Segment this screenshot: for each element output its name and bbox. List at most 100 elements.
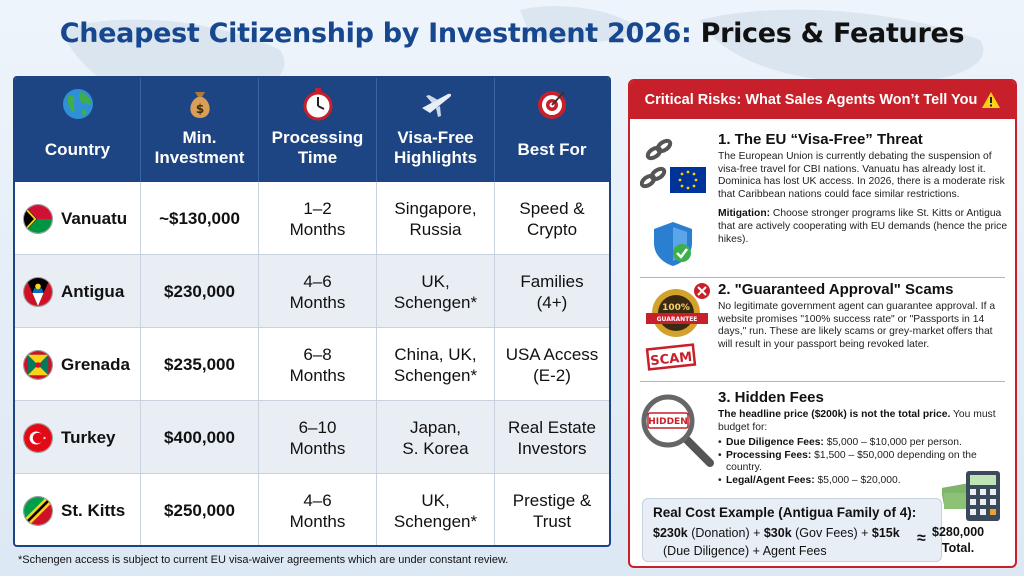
risk-eu-visa: 1. The EU “Visa-Free” Threat The Europea… [630,131,1015,271]
divider [640,381,1005,382]
header-investment: $ Min. Investment [141,78,259,182]
processing-cell: 6–8 Months [259,328,377,401]
risk-title: 3. Hidden Fees [718,389,824,406]
processing-cell: 1–2 Months [259,182,377,255]
st-kitts-flag [23,495,53,526]
list-item: Processing Fees: $1,500 – $50,000 depend… [718,450,1008,475]
total-amount: $280,000 [932,525,985,539]
table-row: Grenada $235,000 6–8 Months China, UK, S… [15,328,609,401]
processing-cell: 6–10 Months [259,401,377,474]
total-label: Total. [941,541,975,555]
mitigation-text: Choose stronger programs like St. Kitts … [718,208,1008,245]
shield-check-icon [654,222,692,266]
visa-cell: UK, Schengen* [377,255,495,328]
globe-icon [62,89,93,119]
risk-body: The headline price ($200k) is not the to… [718,409,1008,488]
header-best-for: Best For [495,78,609,182]
fee-label: Legal/Agent Fees: [726,474,815,486]
table-row: St. Kitts $250,000 4–6 Months UK, Scheng… [15,474,609,545]
grenada-flag [23,349,53,380]
risk-body: The European Union is currently debating… [718,151,1008,246]
visa-cell: China, UK, Schengen* [377,328,495,401]
budget-note: You must budget for: [718,409,996,433]
magnifier-hidden-icon: HIDDEN [641,394,714,467]
country-name: St. Kitts [61,501,126,520]
svg-text:GUARANTEE: GUARANTEE [657,316,698,323]
fees-list: Due Diligence Fees: $5,000 – $10,000 per… [718,437,1008,487]
fee-value: $5,000 – $10,000 per person. [823,437,962,449]
approx-symbol: ≈ [917,530,926,547]
investment-cell: ~$130,000 [141,182,259,255]
gov-fees-amount: $30k [763,526,792,540]
cost-breakdown-line-2: (Due Diligence) + Agent Fees [663,544,827,558]
country-name: Grenada [61,355,130,374]
turkey-flag [23,422,53,453]
fee-label: Processing Fees: [726,449,812,461]
processing-cell: 4–6 Months [259,474,377,545]
panel-heading-text: Critical Risks: What Sales Agents Won’t … [644,92,978,108]
country-name: Turkey [61,428,116,447]
visa-cell: UK, Schengen* [377,474,495,545]
title-part-2: Prices & Features [700,18,965,49]
country-cell: Grenada [15,328,141,401]
panel-heading: Critical Risks: What Sales Agents Won’t … [630,81,1015,119]
investment-cell: $235,000 [141,328,259,401]
list-item: Due Diligence Fees: $5,000 – $10,000 per… [718,437,1008,450]
header-processing: Processing Time [259,78,377,182]
visa-cell: Singapore, Russia [377,182,495,255]
country-cell: Vanuatu [15,182,141,255]
broken-chain-eu-icon [640,138,706,193]
table-row: Antigua $230,000 4–6 Months UK, Schengen… [15,255,609,328]
cost-breakdown: $230k (Donation) + $30k (Gov Fees) + $15… [653,526,900,540]
mitigation: Mitigation: Choose stronger programs lik… [718,208,1008,246]
country-cell: Turkey [15,401,141,474]
header-label: Best For [517,140,587,159]
warning-icon [982,92,1001,108]
fee-value: $5,000 – $20,000. [814,474,901,486]
stopwatch-icon [303,88,332,121]
risk-body: No legitimate government agent can guara… [718,301,996,350]
risk-title: 2. "Guaranteed Approval" Scams [718,281,954,298]
vanuatu-flag [23,203,53,234]
cost-total: $280,000 Total. [932,524,984,556]
svg-text:SCAM: SCAM [650,350,693,369]
mitigation-label: Mitigation: [718,208,771,220]
header-label: Processing Time [271,128,364,167]
best-for-cell: Speed & Crypto [519,198,585,239]
table-header: Country $ Min. Investment Processing Tim… [15,78,609,182]
cost-title: Real Cost Example (Antigua Family of 4): [653,505,917,520]
investment-cell: $230,000 [141,255,259,328]
risk-hidden-fees: HIDDEN 3. Hidden Fees The headline price… [630,389,1015,499]
best-for-cell: Prestige & Trust [512,490,592,531]
real-cost-example: Real Cost Example (Antigua Family of 4):… [642,498,942,562]
svg-text:100%: 100% [662,303,690,313]
due-diligence-amount: $15k [871,526,900,540]
country-cell: Antigua [15,255,141,328]
header-label: Visa-Free Highlights [393,128,478,167]
risk-title: 1. The EU “Visa-Free” Threat [718,131,923,148]
airplane-icon [421,93,451,117]
table-row: Turkey $400,000 6–10 Months Japan, S. Ko… [15,401,609,474]
donation-amount: $230k [653,526,688,540]
country-cell: St. Kitts [15,474,141,545]
table-row: Vanuatu ~$130,000 1–2 Months Singapore, … [15,182,609,255]
comparison-table: Country $ Min. Investment Processing Tim… [13,76,611,547]
donation-note: (Donation) + [687,526,764,540]
title-part-1: Cheapest Citizenship by Investment 2026: [59,18,692,49]
divider [640,277,1005,278]
critical-risks-panel: Critical Risks: What Sales Agents Won’t … [628,79,1017,568]
page-title: Cheapest Citizenship by Investment 2026:… [0,18,1024,49]
header-visa: Visa-Free Highlights [377,78,495,182]
header-label: Min. Investment [154,128,245,167]
fee-value: $1,500 – $50,000 depending on the countr… [726,449,977,474]
investment-cell: $400,000 [141,401,259,474]
antigua-flag [23,276,53,307]
header-country: Country [15,78,141,182]
country-name: Antigua [61,282,125,301]
fee-label: Due Diligence Fees: [726,437,824,449]
headline-price-note: The headline price ($200k) is not the to… [718,409,951,420]
gov-fees-note: (Gov Fees) + [791,526,872,540]
money-bag-icon: $ [189,92,210,118]
best-for-cell: Real Estate Investors [508,417,596,458]
investment-cell: $250,000 [141,474,259,545]
